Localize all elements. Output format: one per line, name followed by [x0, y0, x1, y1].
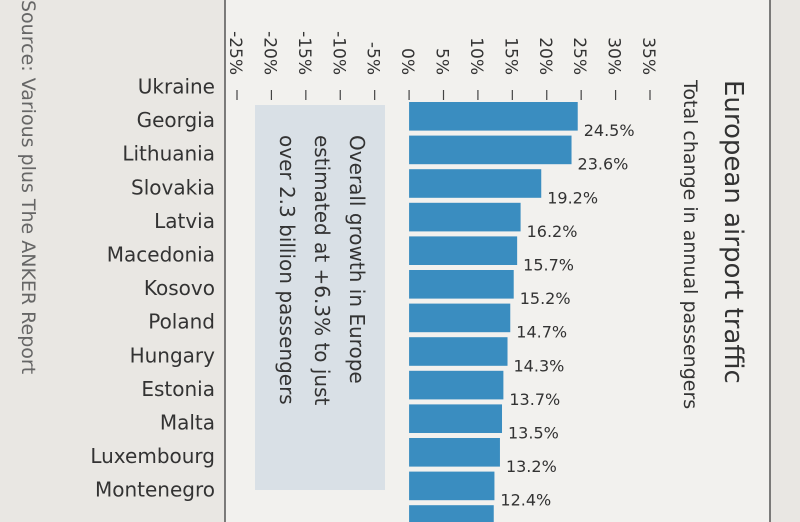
value-label: 23.6%	[578, 155, 629, 174]
x-tick-label: 25%	[569, 37, 589, 75]
y-tick-label: Ukraine	[138, 75, 215, 99]
y-tick-label: Georgia	[137, 108, 215, 132]
x-tick-label: -10%	[328, 31, 348, 75]
bar	[409, 102, 578, 131]
y-tick-label: Lithuania	[122, 142, 215, 166]
annotation: Overall growth in Europe	[345, 135, 369, 384]
bar	[409, 236, 518, 265]
x-tick-label: 35%	[638, 37, 658, 75]
bar	[409, 303, 511, 333]
y-tick-label: Luxembourg	[90, 444, 215, 468]
bar	[409, 270, 514, 299]
annotation-box	[255, 105, 385, 490]
value-label: 13.7%	[509, 390, 560, 409]
x-tick-label: 10%	[466, 37, 486, 75]
bar	[409, 438, 500, 467]
x-tick-label: -5%	[363, 42, 383, 75]
chart-subtitle: Total change in annual passengers	[679, 79, 701, 409]
y-tick-label: Hungary	[130, 343, 216, 367]
y-tick-label: Montenegro	[95, 478, 215, 502]
bar	[409, 135, 572, 165]
bar	[409, 370, 504, 400]
bar	[409, 169, 542, 198]
bar	[409, 471, 495, 501]
x-tick-label: 0%	[397, 48, 417, 75]
bar	[409, 404, 503, 433]
x-tick-label: 30%	[604, 37, 624, 75]
value-label: 13.2%	[506, 457, 557, 476]
y-tick-label: Macedonia	[107, 243, 215, 267]
y-tick-label: Latvia	[154, 209, 215, 233]
annotation: estimated at +6.3% to just	[310, 135, 334, 406]
bar	[409, 337, 508, 366]
value-label: 24.5%	[584, 121, 635, 140]
value-label: 15.7%	[523, 256, 574, 275]
bar	[409, 505, 494, 522]
bar	[409, 202, 521, 232]
value-label: 12.4%	[500, 491, 551, 510]
y-tick-label: Poland	[148, 310, 215, 334]
annotation: over 2.3 billion passengers	[275, 135, 299, 405]
y-tick-label: Malta	[160, 411, 215, 435]
y-tick-label: Kosovo	[144, 276, 215, 300]
x-tick-label: 20%	[535, 37, 555, 75]
value-label: 16.2%	[527, 222, 578, 241]
value-label: 14.3%	[514, 356, 565, 375]
value-label: 15.2%	[520, 289, 571, 308]
x-tick-label: 5%	[432, 48, 452, 75]
chart-title: European airport traffic	[718, 80, 748, 384]
y-tick-label: Slovakia	[131, 175, 215, 199]
x-tick-label: -25%	[225, 31, 245, 75]
y-tick-label: Estonia	[141, 377, 215, 401]
x-tick-label: -15%	[294, 31, 314, 75]
value-label: 19.2%	[547, 188, 598, 207]
source: Source: Various plus The ANKER Report	[17, 0, 39, 374]
x-tick-label: 15%	[500, 37, 520, 75]
x-tick-label: -20%	[259, 31, 279, 75]
value-label: 14.7%	[516, 323, 567, 342]
value-label: 13.5%	[508, 424, 559, 443]
